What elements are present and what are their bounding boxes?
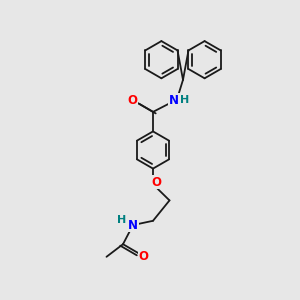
Text: O: O bbox=[151, 176, 161, 189]
Text: H: H bbox=[117, 215, 126, 225]
Text: N: N bbox=[128, 219, 138, 232]
Text: H: H bbox=[180, 95, 189, 105]
Text: O: O bbox=[128, 94, 138, 107]
Text: N: N bbox=[169, 94, 179, 107]
Text: O: O bbox=[138, 250, 148, 263]
